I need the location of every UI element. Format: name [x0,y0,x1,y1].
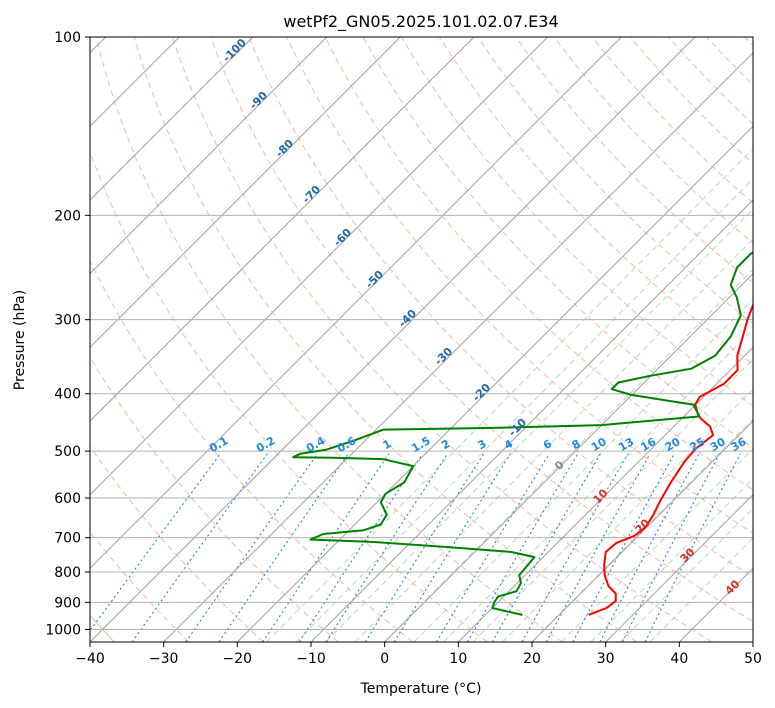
mixing-ratio-line [218,453,349,642]
dewpoint-line [292,251,753,616]
x-tick-label: 10 [449,651,467,667]
mixing-ratio-line [621,453,721,642]
dry-adiabat [286,37,753,534]
y-tick-label: 600 [54,491,81,507]
y-tick-label: 100 [54,30,81,46]
mixing-ratio-line [599,453,700,642]
dry-adiabat [90,445,264,642]
x-axis-label: Temperature (°C) [360,681,482,697]
y-tick-label: 1000 [45,622,81,638]
mixing-ratio-line [364,453,485,642]
isotherm [90,37,549,496]
x-tick-label: 0 [380,651,389,667]
mixing-ratio-line [131,453,268,642]
y-axis-ticks: 100 200 300 400 500 600 700 800 900 1000 [45,30,90,638]
x-tick-label: −10 [296,651,326,667]
x-tick-label: 20 [523,651,541,667]
isotherm [752,641,753,642]
isotherm [457,346,753,642]
y-tick-label: 700 [54,531,81,547]
x-tick-label: 40 [670,651,688,667]
isotherm [90,37,401,349]
x-tick-label: −20 [223,651,253,667]
dry-adiabat [324,37,753,491]
mixing-ratio-line [545,453,651,642]
isotherm [90,37,622,570]
dry-adiabat [248,37,753,578]
x-tick-label: 50 [744,651,762,667]
x-axis-ticks: −40 −30 −20 −10 0 10 20 30 40 50 [75,642,762,667]
dry-adiabat [95,37,563,642]
mixing-ratio-line [491,453,602,642]
x-tick-label: 30 [597,651,615,667]
plot-frame [89,36,754,643]
dry-adiabat [210,37,753,623]
dry-adiabat [133,37,638,642]
isotherm [384,272,753,642]
dry-adiabat [171,37,712,642]
isotherm [90,37,696,642]
y-tick-label: 800 [54,565,81,581]
y-axis-label: Pressure (hPa) [12,290,28,390]
isotherm [90,37,475,422]
mixing-ratio-line [90,453,221,632]
isotherm [310,199,753,642]
grid [90,37,753,630]
profile-lines [292,251,753,616]
plot-background [90,37,753,642]
y-tick-label: 300 [54,313,81,329]
mixing-ratio-line [325,453,449,642]
dry-adiabat [515,37,753,284]
isotherm [605,493,753,642]
y-tick-label: 900 [54,595,81,611]
isotherm [163,51,753,642]
y-tick-label: 400 [54,387,81,403]
y-tick-label: 200 [54,208,81,224]
mixing-ratio-line [572,453,675,642]
dry-adiabat [90,259,414,642]
isotherm [531,420,753,642]
y-tick-label: 500 [54,444,81,460]
mixing-ratio-line [393,453,511,642]
mixing-ratio-line [467,453,579,642]
x-tick-label: −30 [149,651,179,667]
chart-title: wetPf2_GN05.2025.101.02.07.E34 [283,12,558,32]
isotherm [90,37,328,275]
x-tick-label: −40 [75,651,105,667]
mixing-ratio-line [262,453,390,642]
isotherm [90,37,254,201]
